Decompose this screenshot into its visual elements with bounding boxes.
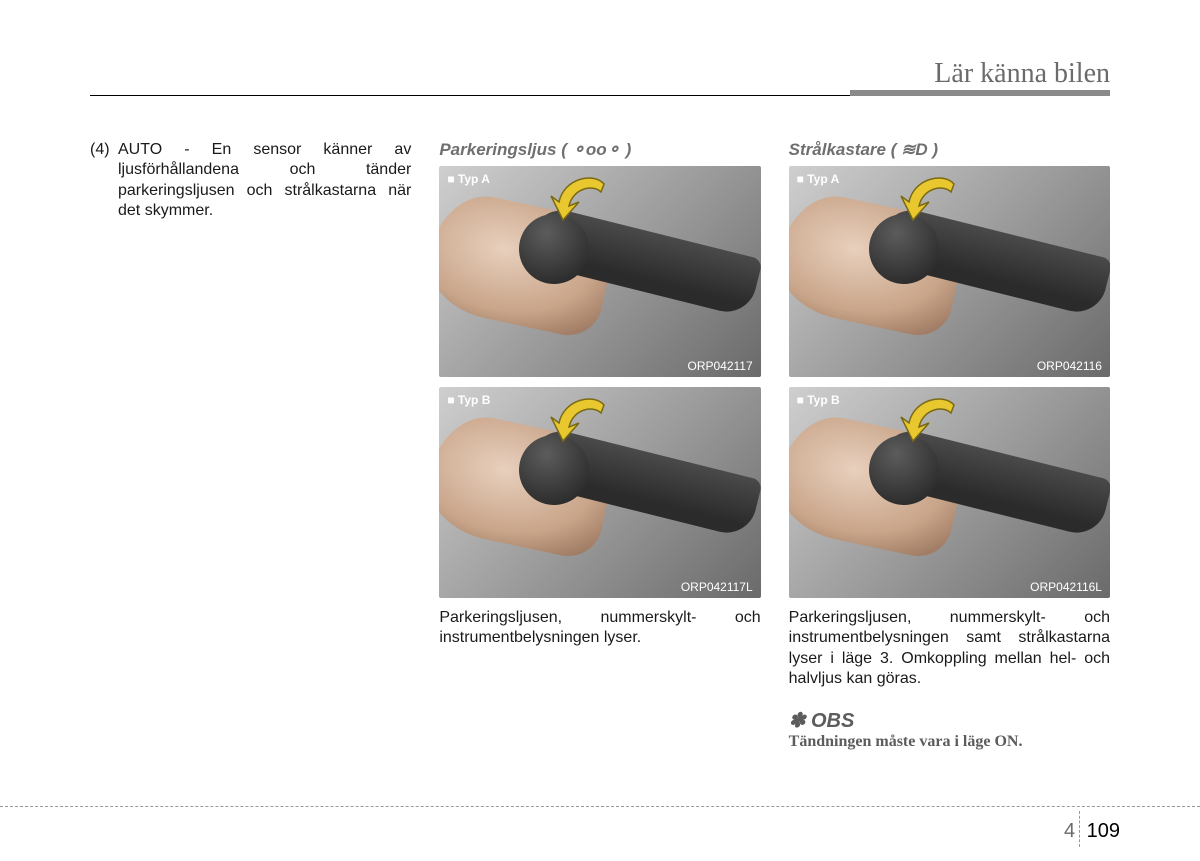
rotate-arrow-icon — [549, 176, 619, 222]
header-accent-bar — [850, 90, 1110, 96]
header-rule — [90, 95, 850, 96]
type-label-a: ■ Typ A — [447, 172, 490, 186]
type-label-b: ■ Typ B — [797, 393, 840, 407]
footer-dashed-rule — [0, 806, 1200, 807]
column-left: (4) AUTO - En sensor känner av ljusförhå… — [90, 140, 411, 751]
list-marker: (4) — [90, 140, 118, 222]
list-term: AUTO — [118, 141, 162, 158]
list-body: AUTO - En sensor känner av ljusförhållan… — [118, 140, 411, 222]
type-label-b: ■ Typ B — [447, 393, 490, 407]
headlights-body: Parkeringsljusen, nummerskylt- och instr… — [789, 608, 1110, 690]
figure-ref: ORP042117L — [681, 580, 753, 594]
auto-list-item: (4) AUTO - En sensor känner av ljusförhå… — [90, 140, 411, 222]
chapter-number: 4 — [1064, 820, 1075, 842]
page-number: 109 — [1087, 820, 1120, 842]
figure-ref: ORP042116L — [1030, 580, 1102, 594]
figure-ref: ORP042116 — [1037, 359, 1102, 373]
figure-headlight-type-b: ■ Typ B ORP042116L — [789, 387, 1110, 598]
figure-parking-type-b: ■ Typ B ORP042117L — [439, 387, 760, 598]
column-right: Strålkastare ( ≋D ) ■ Typ A ORP042116 ■ … — [789, 140, 1110, 751]
headlights-title: Strålkastare ( ≋D ) — [789, 140, 1110, 160]
figure-parking-type-a: ■ Typ A ORP042117 — [439, 166, 760, 377]
rotate-arrow-icon — [549, 397, 619, 443]
column-middle: Parkeringsljus ( ⚬ᴏᴏ⚬ ) ■ Typ A ORP04211… — [439, 140, 760, 751]
rotate-arrow-icon — [899, 397, 969, 443]
page-footer: 4 109 — [1064, 820, 1120, 843]
parking-lights-title: Parkeringsljus ( ⚬ᴏᴏ⚬ ) — [439, 140, 760, 160]
note-heading: ✽ OBS — [789, 708, 1110, 733]
parking-lights-body: Parkeringsljusen, nummerskylt- och instr… — [439, 608, 760, 649]
content-columns: (4) AUTO - En sensor känner av ljusförhå… — [90, 140, 1110, 751]
type-label-a: ■ Typ A — [797, 172, 840, 186]
list-sep: - — [162, 141, 212, 158]
note-body: Tändningen måste vara i läge ON. — [789, 733, 1110, 751]
section-header: Lär känna bilen — [934, 58, 1110, 90]
figure-headlight-type-a: ■ Typ A ORP042116 — [789, 166, 1110, 377]
figure-ref: ORP042117 — [688, 359, 753, 373]
page-header: Lär känna bilen — [90, 58, 1110, 96]
rotate-arrow-icon — [899, 176, 969, 222]
